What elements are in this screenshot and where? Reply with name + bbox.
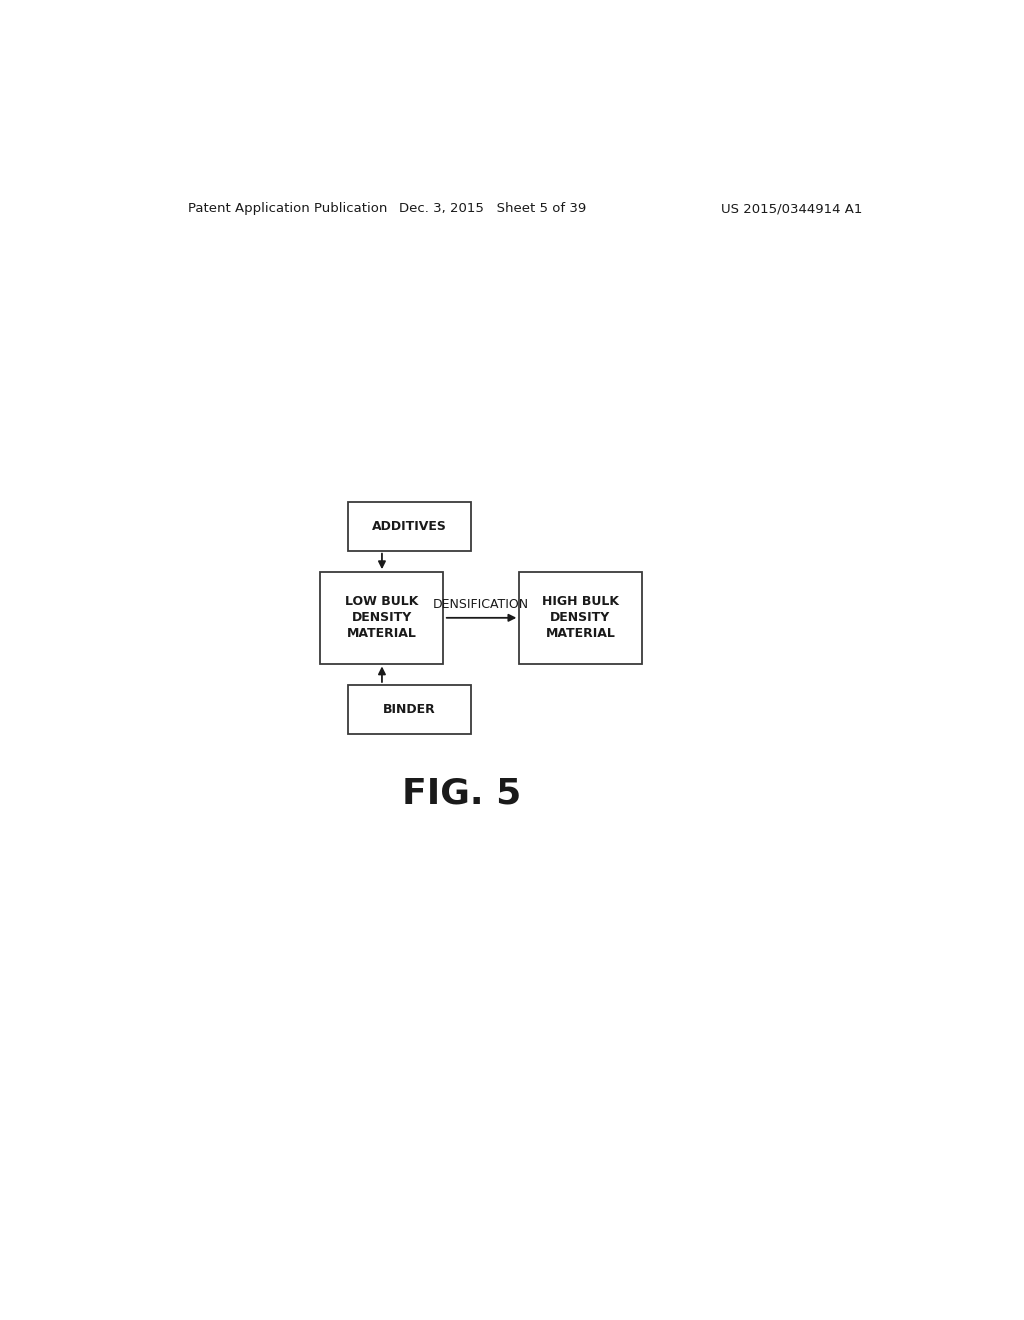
Bar (321, 572, 443, 664)
Text: ADDITIVES: ADDITIVES (373, 520, 447, 533)
Bar (519, 572, 642, 664)
Bar (348, 685, 471, 734)
Text: LOW BULK
DENSITY
MATERIAL: LOW BULK DENSITY MATERIAL (345, 595, 419, 640)
Text: US 2015/0344914 A1: US 2015/0344914 A1 (721, 202, 862, 215)
Text: FIG. 5: FIG. 5 (401, 776, 521, 810)
Text: HIGH BULK
DENSITY
MATERIAL: HIGH BULK DENSITY MATERIAL (542, 595, 618, 640)
Text: Patent Application Publication: Patent Application Publication (187, 202, 387, 215)
Text: Dec. 3, 2015   Sheet 5 of 39: Dec. 3, 2015 Sheet 5 of 39 (399, 202, 587, 215)
Bar (348, 502, 471, 550)
Text: DENSIFICATION: DENSIFICATION (433, 598, 529, 611)
Text: BINDER: BINDER (383, 702, 436, 715)
